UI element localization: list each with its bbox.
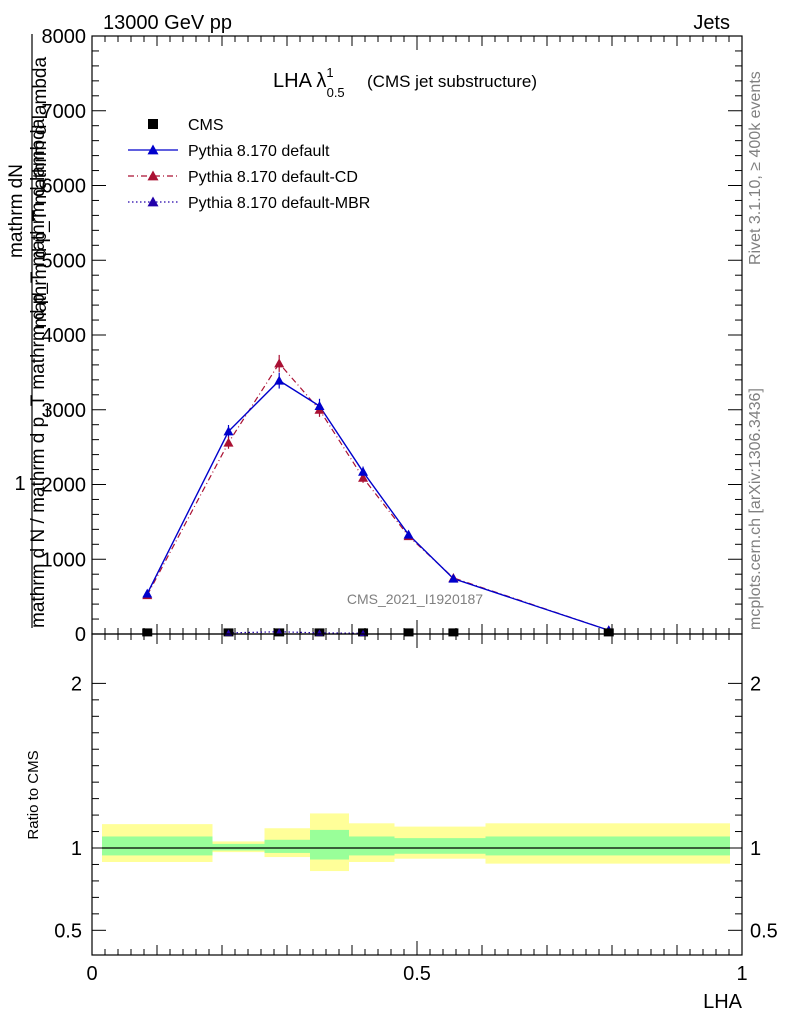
main-y-tick-label: 8000 xyxy=(42,26,87,48)
main-y-tick-label: 3000 xyxy=(42,400,87,422)
default-marker xyxy=(358,466,369,476)
energy-label: 13000 GeV pp xyxy=(103,12,232,34)
ratio-y-tick-label-right: 0.5 xyxy=(750,920,778,942)
y-label-one: 1 xyxy=(14,473,25,495)
default-mbr-marker xyxy=(275,628,283,635)
default-cd-marker xyxy=(223,437,234,447)
main-y-tick-label: 4000 xyxy=(42,325,87,347)
ratio-panel: 0.5 0.51 12 2 0 0.5 1 xyxy=(54,633,778,985)
ratio-band-green xyxy=(310,829,349,860)
cms-marker xyxy=(142,628,153,637)
main-y-tick-label: 2000 xyxy=(42,475,87,497)
default-marker xyxy=(142,588,153,598)
legend-label: Pythia 8.170 default-MBR xyxy=(188,195,370,212)
ratio-x-tick-label: 0 xyxy=(86,963,97,985)
ratio-y-tick-label: 2 xyxy=(71,673,82,695)
legend-marker-triangle xyxy=(147,170,159,181)
legend-entry: Pythia 8.170 default-CD xyxy=(128,169,358,186)
y-label-numerator: mathrm dN xyxy=(6,164,27,258)
ratio-band-green xyxy=(485,836,730,856)
ratio-band-green xyxy=(349,836,395,856)
main-series xyxy=(142,354,614,637)
plot-title-main: LHA λ xyxy=(273,70,326,92)
ratio-y-tick-label: 0.5 xyxy=(54,920,82,942)
analysis-label: CMS_2021_I1920187 xyxy=(347,591,483,607)
legend-label: CMS xyxy=(188,117,224,134)
main-y-tick-label: 6000 xyxy=(42,176,87,198)
series-default-line xyxy=(146,379,609,631)
legend-entry: CMS xyxy=(148,117,224,134)
ratio-x-ticks: 0 0.5 1 xyxy=(86,634,748,985)
default-marker xyxy=(448,573,459,583)
legend-marker-triangle xyxy=(147,196,159,207)
process-label: Jets xyxy=(693,12,730,34)
legend-marker-triangle xyxy=(147,144,159,155)
legend-label: Pythia 8.170 default-CD xyxy=(188,169,358,186)
ratio-x-tick-label: 0.5 xyxy=(403,963,431,985)
rivet-label: Rivet 3.1.10, ≥ 400k events xyxy=(747,71,764,265)
y-label-denominator: mathrm d N / mathrm d p_T mathrm d p_T m… xyxy=(28,118,49,628)
legend: CMS Pythia 8.170 default Pythia 8.170 defa… xyxy=(128,117,370,212)
main-y-axis-label: 1 mathrm d N / mathrm d p_T mathrm d p_T… xyxy=(6,34,51,628)
ratio-y-tick-label-right: 1 xyxy=(750,838,761,860)
main-y-tick-label: 0 xyxy=(75,624,86,646)
cms-marker xyxy=(403,628,414,637)
ratio-y-tick-label: 1 xyxy=(71,838,82,860)
ratio-x-tick-label: 1 xyxy=(736,963,747,985)
ratio-band-green xyxy=(212,843,265,851)
main-y-tick-label: 1000 xyxy=(42,549,87,571)
main-y-tick-label: 5000 xyxy=(42,250,87,272)
ratio-band-green xyxy=(394,838,486,854)
legend-label: Pythia 8.170 default xyxy=(188,143,330,160)
legend-marker-square xyxy=(148,119,158,129)
ratio-y-ticks: 0.5 0.5 1 1 2 2 xyxy=(54,673,778,942)
y-label-numerator-denominator: mathrm d p_T mathrm d lambda xyxy=(30,57,51,328)
main-y-ticks: 0 1000 2000 3000 4000 5000 6000 7000 8000 xyxy=(42,26,742,646)
legend-entry: Pythia 8.170 default-MBR xyxy=(128,195,370,212)
ratio-band-green xyxy=(102,836,213,856)
default-marker xyxy=(223,426,234,436)
main-panel: 0 1000 2000 3000 4000 5000 6000 7000 8000 xyxy=(42,26,743,646)
main-y-tick-label: 7000 xyxy=(42,101,87,123)
ratio-band-green xyxy=(264,839,310,853)
legend-entry: Pythia 8.170 default xyxy=(128,143,330,160)
series-mbr-line xyxy=(228,631,364,634)
cms-marker xyxy=(448,628,459,637)
plot-title: LHA λ1 0.5 xyxy=(273,65,345,100)
default-marker xyxy=(274,375,285,385)
default-marker xyxy=(403,529,414,539)
cms-marker xyxy=(603,628,614,637)
ratio-y-axis-label: Ratio to CMS xyxy=(25,750,42,839)
mcplots-label: mcplots.cern.ch [arXiv:1306.3436] xyxy=(747,388,764,630)
x-axis-label: LHA xyxy=(703,991,743,1013)
default-cd-marker xyxy=(274,358,285,368)
plot-title-sup: 1 xyxy=(326,65,333,80)
ratio-y-tick-label-right: 2 xyxy=(750,673,761,695)
plot-title-suffix: (CMS jet substructure) xyxy=(367,72,537,91)
default-cd-marker xyxy=(358,472,369,482)
ratio-bands xyxy=(102,813,730,872)
plot-title-sub: 0.5 xyxy=(327,85,345,100)
ratio-frame xyxy=(91,633,743,956)
default-marker xyxy=(314,401,325,411)
